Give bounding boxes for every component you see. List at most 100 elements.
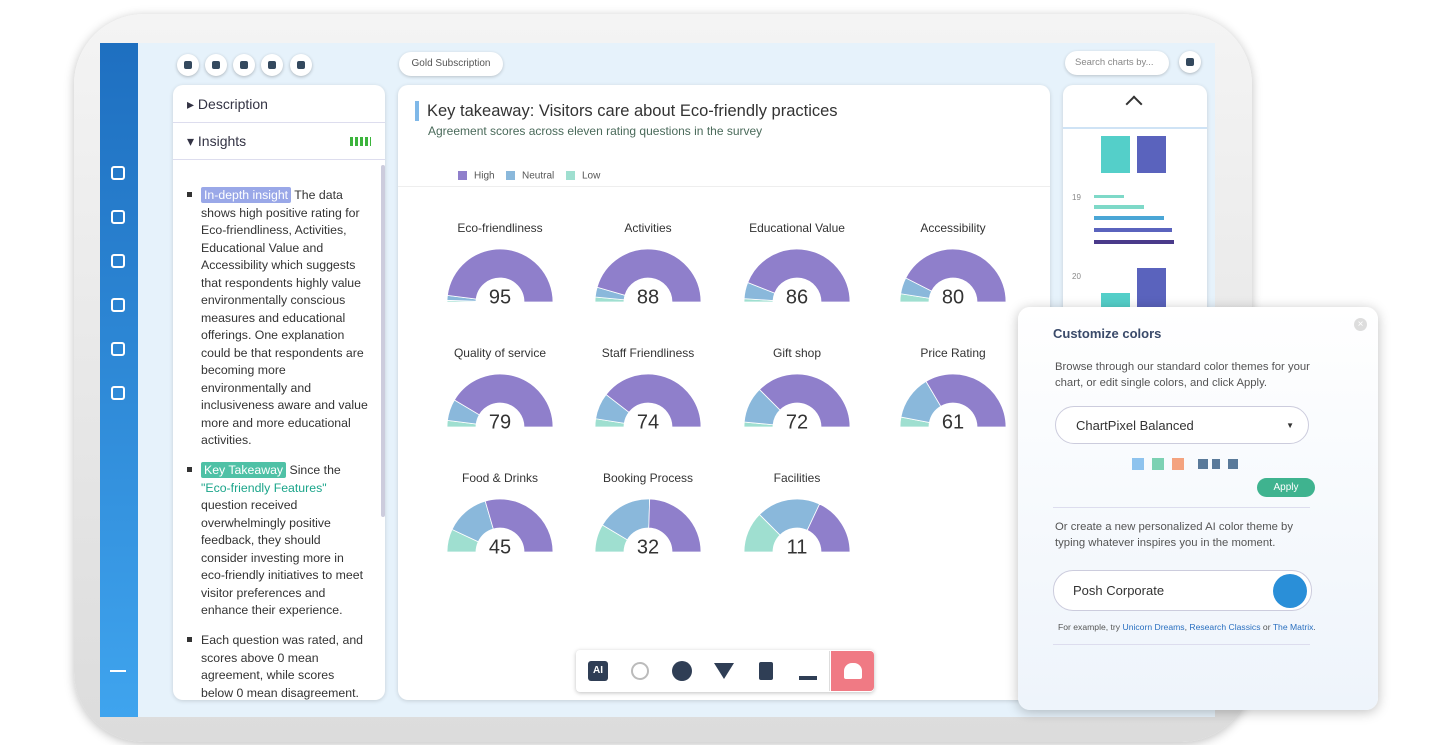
title-accent — [415, 101, 419, 121]
gauge-label: Activities — [624, 221, 671, 235]
nav-back[interactable] — [110, 670, 126, 672]
gauge-segment — [605, 373, 702, 428]
thumbnail-bar — [1094, 240, 1174, 244]
gauge-segment — [925, 373, 1007, 428]
learn-button[interactable] — [261, 54, 283, 76]
gauge-segment — [747, 248, 851, 303]
gauge-label: Quality of service — [454, 346, 546, 360]
info-button[interactable] — [205, 54, 227, 76]
swatch[interactable] — [1172, 458, 1184, 470]
favorite-button[interactable] — [831, 651, 874, 691]
nav-tools[interactable] — [111, 210, 125, 224]
bullet — [187, 637, 192, 642]
divider — [398, 186, 1050, 187]
gauge-label: Accessibility — [920, 221, 985, 235]
gauge-score: 32 — [637, 536, 659, 558]
nav-chart[interactable] — [111, 166, 125, 180]
chart-subtitle: Agreement scores across eleven rating qu… — [428, 124, 763, 138]
mail-button[interactable] — [233, 54, 255, 76]
search-input[interactable]: Search charts by... — [1065, 51, 1169, 75]
gauge-score: 61 — [942, 411, 964, 433]
thumbnail-bar — [1101, 136, 1130, 173]
close-button[interactable]: × — [1354, 318, 1367, 331]
generate-button[interactable] — [1273, 574, 1307, 608]
theme-select[interactable]: ChartPixel Balanced ▼ — [1055, 406, 1309, 444]
examples: For example, try Unicorn Dreams, Researc… — [1058, 622, 1316, 632]
popup-title: Customize colors — [1053, 326, 1162, 341]
thumbnail-number: 20 — [1072, 272, 1081, 281]
legend-swatch — [458, 171, 467, 180]
gauge-segment — [484, 498, 554, 553]
gauge-score: 45 — [489, 536, 511, 558]
insights-toggle[interactable]: ▾ Insights — [187, 133, 247, 149]
filter-button[interactable] — [703, 651, 746, 691]
swatch[interactable] — [1152, 458, 1164, 470]
thumbnail-bar — [1137, 136, 1166, 173]
divider — [173, 122, 385, 123]
gauge-segment — [806, 503, 851, 553]
insights-label: Insights — [197, 133, 247, 149]
examples-joiner: or — [1262, 622, 1271, 632]
divider — [1053, 644, 1310, 645]
download-button[interactable] — [787, 651, 830, 691]
gauge-score: 72 — [786, 411, 808, 433]
thumbnail-bar — [1094, 216, 1164, 220]
gauge-segment — [453, 373, 554, 428]
gauge-label: Booking Process — [603, 471, 693, 485]
level-indicator — [350, 137, 371, 146]
gauge-score: 74 — [637, 411, 659, 433]
gauge-label: Facilities — [774, 471, 821, 485]
gauge-label: Educational Value — [749, 221, 845, 235]
example-link[interactable]: The Matrix — [1272, 622, 1314, 632]
insight-tag: In-depth insight — [201, 187, 292, 203]
apply-button[interactable]: Apply — [1257, 478, 1315, 497]
swatch[interactable] — [1132, 458, 1144, 470]
popup-description: Browse through our standard color themes… — [1055, 361, 1310, 389]
nav-favorite[interactable] — [111, 298, 125, 312]
insight-item: Key Takeaway Since the "Eco-friendly Fea… — [201, 462, 369, 620]
gauge-score: 80 — [942, 286, 964, 308]
history-button[interactable] — [177, 54, 199, 76]
palette-button[interactable] — [661, 651, 704, 691]
example-link[interactable]: Research Classics — [1189, 622, 1261, 632]
search-button[interactable] — [1179, 51, 1201, 73]
sidebar — [100, 43, 138, 717]
nav-share[interactable] — [111, 342, 125, 356]
example-link[interactable]: Unicorn Dreams — [1122, 622, 1185, 632]
gauge-label: Eco-friendliness — [457, 221, 542, 235]
theme-value: ChartPixel Balanced — [1076, 418, 1194, 433]
gauge-label: Gift shop — [773, 346, 821, 360]
legend-swatch — [506, 171, 515, 180]
nav-edit[interactable] — [111, 386, 125, 400]
insight-button[interactable] — [619, 651, 662, 691]
thumbnail-bar — [1094, 205, 1144, 209]
gauge-score: 79 — [489, 411, 511, 433]
nav-launch[interactable] — [111, 254, 125, 268]
description-label: Description — [197, 96, 268, 112]
swatch-controls[interactable] — [1198, 459, 1238, 469]
insight-item: In-depth insight The data shows high pos… — [201, 187, 369, 450]
ai-description: Or create a new personalized AI color th… — [1055, 521, 1293, 549]
insight-tag: Key Takeaway — [201, 462, 287, 478]
scrollbar[interactable] — [381, 165, 385, 517]
subscription-badge[interactable]: Gold Subscription — [399, 52, 503, 76]
gauge-segment — [596, 248, 702, 303]
gauge-score: 95 — [489, 286, 511, 308]
gauge-segment — [758, 373, 851, 428]
delete-button[interactable] — [745, 651, 788, 691]
insight-link[interactable]: "Eco-friendly Features" — [201, 480, 327, 495]
examples-prefix: For example, try — [1058, 622, 1121, 632]
thumbnail-bar — [1094, 228, 1172, 232]
gauge-label: Food & Drinks — [462, 471, 538, 485]
ai-label: AI — [588, 661, 608, 681]
gauge-score: 86 — [786, 286, 808, 308]
ai-theme-input[interactable]: Posh Corporate — [1053, 570, 1312, 611]
description-toggle[interactable]: ▸ Description — [187, 96, 268, 112]
chart-title: Key takeaway: Visitors care about Eco-fr… — [427, 102, 838, 120]
insight-text: question received overwhelmingly positiv… — [201, 498, 363, 617]
legend-swatch — [566, 171, 575, 180]
ai-button[interactable]: AI — [577, 651, 620, 691]
gauge-chart: High Neutral Low Eco-friendliness 95 Activiti… — [446, 171, 1007, 558]
lock-button[interactable] — [290, 54, 312, 76]
